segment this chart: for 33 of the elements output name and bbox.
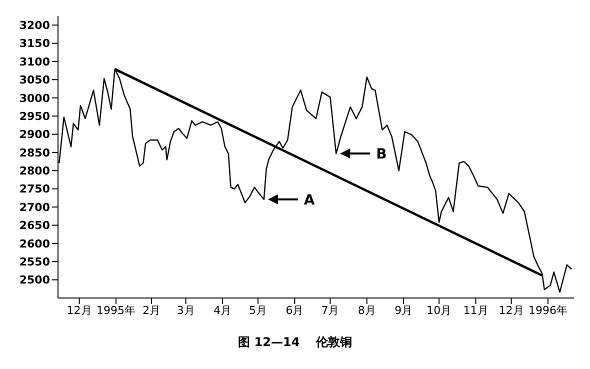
y-tick-label: 2650 bbox=[19, 219, 50, 232]
x-tick-label: 7月 bbox=[321, 304, 340, 317]
x-tick-label: 2月 bbox=[142, 304, 160, 317]
y-tick-label: 2950 bbox=[19, 110, 50, 123]
x-tick-label: 1996年 bbox=[528, 304, 568, 317]
y-tick-label: 2700 bbox=[19, 200, 50, 214]
x-tick-label: 4月 bbox=[214, 304, 232, 317]
y-tick-label: 2800 bbox=[19, 164, 50, 178]
x-tick-label: 12月 bbox=[498, 304, 524, 317]
y-tick-label: 2500 bbox=[19, 274, 50, 287]
y-tick-label: 2600 bbox=[19, 237, 50, 250]
x-tick-label: 11月 bbox=[463, 304, 488, 317]
line-series bbox=[58, 68, 572, 293]
y-tick-label: 3100 bbox=[19, 55, 50, 68]
y-tick-label: 2550 bbox=[19, 256, 50, 269]
y-tick-label: 3000 bbox=[19, 92, 50, 105]
x-tick-label: 10月 bbox=[426, 304, 452, 317]
x-tick-label: 8月 bbox=[358, 304, 376, 317]
y-tick-label: 3050 bbox=[19, 74, 50, 87]
x-tick-label: 9月 bbox=[394, 304, 413, 317]
x-tick-label: 3月 bbox=[176, 304, 195, 317]
y-tick-label: 2900 bbox=[19, 128, 50, 142]
x-tick-label: 1995年 bbox=[96, 304, 136, 317]
x-tick-label: 6月 bbox=[286, 304, 304, 317]
x-tick-label: 12月 bbox=[66, 304, 92, 317]
y-tick-label: 2850 bbox=[19, 146, 50, 160]
x-tick-label: 5月 bbox=[249, 304, 268, 317]
text: 图 12—14 伦敦铜 bbox=[237, 334, 353, 351]
y-tick-label: 3200 bbox=[19, 19, 50, 32]
annotation: A bbox=[304, 192, 315, 208]
y-tick-label: 2750 bbox=[19, 182, 50, 196]
y-tick-label: 3150 bbox=[19, 37, 50, 50]
annotation: B bbox=[376, 146, 387, 163]
